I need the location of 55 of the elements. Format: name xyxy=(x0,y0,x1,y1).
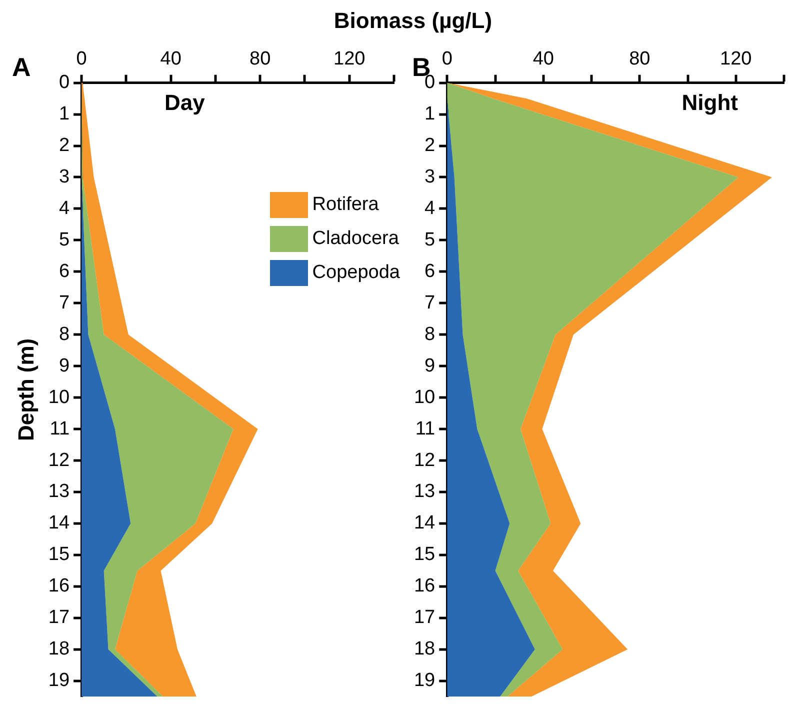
y-tick-label: 19 xyxy=(414,670,436,692)
y-tick-label: 2 xyxy=(424,134,436,156)
y-tick-label: 17 xyxy=(48,607,70,628)
x-tick-label: 120 xyxy=(720,48,752,70)
y-tick-label: 8 xyxy=(424,324,436,345)
x-tick-label: 40 xyxy=(532,48,554,70)
y-tick-label: 14 xyxy=(48,512,70,534)
y-tick-label: 13 xyxy=(48,481,70,502)
y-tick-label: 17 xyxy=(414,607,436,628)
y-tick-label: 18 xyxy=(48,638,70,660)
y-tick-label: 7 xyxy=(58,292,70,314)
y-tick-label: 4 xyxy=(424,198,436,219)
y-tick-label: 8 xyxy=(58,324,70,345)
y-tick-label: 1 xyxy=(424,104,436,125)
y-tick-label: 10 xyxy=(48,386,70,408)
chart-title: Night xyxy=(682,90,739,115)
y-tick-label: 0 xyxy=(58,72,70,94)
y-tick-label: 5 xyxy=(58,229,70,250)
y-tick-label: 12 xyxy=(414,450,436,471)
y-tick-label: 14 xyxy=(414,512,436,534)
x-tick-label: 0 xyxy=(76,48,87,70)
y-tick-label: 6 xyxy=(424,260,436,282)
y-tick-label: 2 xyxy=(58,134,70,156)
chart-title: Day xyxy=(164,90,206,115)
y-tick-label: 9 xyxy=(424,355,436,376)
y-tick-label: 3 xyxy=(424,166,436,188)
y-tick-label: 15 xyxy=(414,544,436,566)
x-tick-label: 40 xyxy=(160,48,182,70)
y-axis-title: Depth (m) xyxy=(13,338,38,442)
y-tick-label: 13 xyxy=(414,481,436,502)
x-axis-title: Biomass (µg/L) xyxy=(334,8,492,33)
y-tick-label: 12 xyxy=(48,450,70,471)
y-tick-label: 19 xyxy=(48,670,70,692)
y-tick-label: 16 xyxy=(414,576,436,597)
y-tick-label: 11 xyxy=(415,418,436,440)
y-tick-label: 3 xyxy=(58,166,70,188)
y-tick-label: 15 xyxy=(48,544,70,566)
x-tick-label: 80 xyxy=(250,48,271,70)
x-tick-label: 0 xyxy=(442,48,452,70)
y-tick-label: 7 xyxy=(424,292,436,314)
y-tick-label: 1 xyxy=(58,104,70,125)
legend-label: Cladocera xyxy=(312,228,399,250)
text: A xyxy=(12,52,31,82)
y-tick-label: 4 xyxy=(58,198,70,219)
y-tick-label: 6 xyxy=(58,260,70,282)
legend-label: Copepoda xyxy=(312,262,400,284)
x-tick-label: 80 xyxy=(629,48,650,70)
y-tick-label: 18 xyxy=(414,638,436,660)
legend-label: Rotifera xyxy=(312,194,379,216)
y-tick-label: 5 xyxy=(424,229,436,250)
y-tick-label: 9 xyxy=(58,355,70,376)
y-tick-label: 16 xyxy=(48,576,70,597)
x-tick-label: 120 xyxy=(334,48,366,70)
y-tick-label: 11 xyxy=(50,418,70,440)
y-tick-label: 10 xyxy=(414,386,436,408)
